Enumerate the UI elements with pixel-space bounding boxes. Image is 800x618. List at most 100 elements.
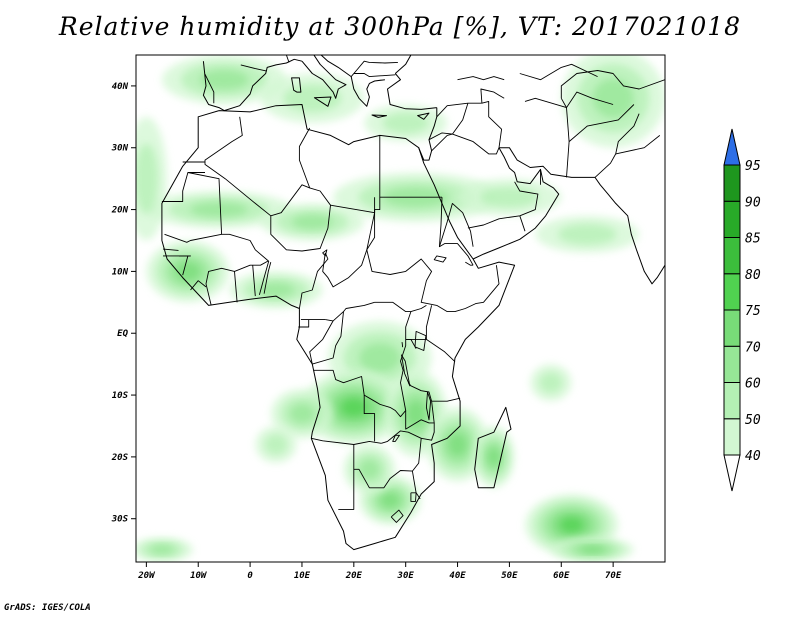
border-line xyxy=(285,55,291,63)
lon-tick-label: 60E xyxy=(553,571,570,581)
lake xyxy=(414,330,427,351)
coastline xyxy=(418,107,438,161)
lon-tick-label: 20E xyxy=(345,571,363,581)
lat-tick-label: 20S xyxy=(111,453,129,463)
colorbar-label: 75 xyxy=(745,304,761,319)
border-line xyxy=(436,102,482,118)
coastline xyxy=(472,147,560,260)
colorbar: 40 50 60 70 75 80 85 90 95 xyxy=(723,128,761,492)
humidity-patch xyxy=(260,203,365,241)
border-line xyxy=(428,132,453,141)
border-line xyxy=(568,104,635,142)
border-line xyxy=(615,135,661,155)
coastline xyxy=(202,58,303,112)
border-line xyxy=(560,70,665,99)
humidity-patch xyxy=(426,407,489,482)
chart-title: Relative humidity at 300hPa [%], VT: 201… xyxy=(58,12,742,41)
border-line xyxy=(263,261,272,294)
border-line xyxy=(338,444,355,510)
lat-tick-label: 10S xyxy=(112,391,129,401)
coastline xyxy=(320,55,385,107)
border-line xyxy=(431,397,461,402)
island xyxy=(371,114,387,118)
country-borders xyxy=(161,55,665,523)
colorbar-under-triangle xyxy=(723,454,741,492)
border-line xyxy=(519,63,598,81)
border-line xyxy=(353,468,421,500)
coastlines xyxy=(161,55,665,551)
border-line xyxy=(190,280,207,291)
border-line xyxy=(467,181,539,229)
plot-frame xyxy=(135,54,666,563)
border-line xyxy=(560,98,570,178)
lat-tick-label: 40N xyxy=(112,82,129,92)
lake xyxy=(433,255,447,263)
border-line xyxy=(519,215,526,232)
border-line xyxy=(309,320,334,365)
humidity-patch xyxy=(229,271,323,309)
border-line xyxy=(480,88,505,104)
border-line xyxy=(481,100,503,148)
island xyxy=(417,112,430,120)
border-line xyxy=(390,509,404,523)
border-line xyxy=(252,265,256,297)
lat-tick-label: EQ xyxy=(117,329,128,339)
border-line xyxy=(350,60,398,77)
border-line xyxy=(162,248,179,251)
border-line xyxy=(325,301,375,322)
border-line xyxy=(405,338,456,363)
border-line xyxy=(366,197,500,313)
latitude-axis: 40N 30N 20N 10N EQ 10S 20S 30S xyxy=(111,82,136,525)
border-line xyxy=(425,305,433,340)
humidity-patch xyxy=(550,537,634,562)
humidity-patch xyxy=(161,55,287,105)
border-line xyxy=(452,133,500,155)
humidity-patch xyxy=(561,55,665,148)
border-line xyxy=(258,260,270,296)
lon-tick-label: 70E xyxy=(605,571,622,581)
border-line xyxy=(164,172,223,243)
humidity-patch xyxy=(343,444,396,494)
border-line xyxy=(298,319,310,328)
lat-tick-label: 10N xyxy=(112,267,129,277)
island xyxy=(474,406,512,489)
colorbar-bin xyxy=(723,164,741,202)
humidity-patch xyxy=(136,116,168,241)
footer-credit: GrADS: IGES/COLA xyxy=(4,603,91,613)
colorbar-bin xyxy=(723,309,741,347)
coastline xyxy=(301,55,347,99)
humidity-patch xyxy=(530,364,572,402)
lon-tick-label: 0 xyxy=(247,571,253,581)
lake xyxy=(322,249,328,257)
colorbar-label: 50 xyxy=(745,413,761,428)
border-line xyxy=(405,382,435,430)
colorbar-label: 95 xyxy=(745,159,761,174)
border-line xyxy=(421,422,435,441)
humidity-patch xyxy=(146,240,230,303)
colorbar-bin xyxy=(723,418,741,456)
island xyxy=(664,272,665,297)
lake xyxy=(401,342,404,348)
lon-tick-label: 40E xyxy=(449,571,466,581)
border-line xyxy=(204,116,311,217)
colorbar-label: 90 xyxy=(745,195,761,210)
colorbar-over-triangle xyxy=(723,128,741,166)
border-line xyxy=(438,197,474,266)
colorbar-label: 60 xyxy=(745,377,761,392)
border-line xyxy=(405,338,417,349)
lon-tick-label: 10E xyxy=(294,571,311,581)
border-line xyxy=(457,76,505,81)
border-line xyxy=(410,492,417,502)
border-line xyxy=(270,187,331,252)
border-line xyxy=(161,172,205,202)
humidity-patch xyxy=(473,425,515,488)
lake xyxy=(392,434,400,442)
border-line xyxy=(322,209,376,288)
lake xyxy=(425,391,432,421)
island xyxy=(313,96,332,107)
humidity-patch xyxy=(270,388,334,439)
lon-tick-label: 10W xyxy=(190,571,208,581)
coastline xyxy=(394,55,412,74)
border-line xyxy=(594,113,640,178)
